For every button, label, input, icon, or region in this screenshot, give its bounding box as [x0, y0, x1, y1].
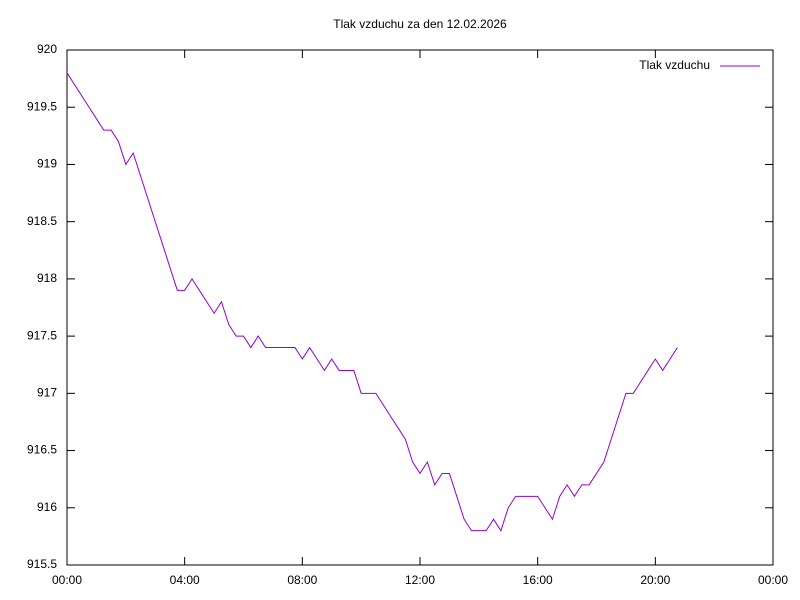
chart-title: Tlak vzduchu za den 12.02.2026: [333, 17, 507, 31]
y-tick-label: 915.5: [27, 557, 57, 571]
data-line: [66, 72, 678, 532]
x-tick-label: 04:00: [170, 573, 200, 587]
x-tick-label: 20:00: [640, 573, 670, 587]
y-tick-label: 917: [37, 386, 57, 400]
x-tick-label: 00:00: [758, 573, 788, 587]
x-tick-label: 16:00: [523, 573, 553, 587]
x-tick-label: 12:00: [405, 573, 435, 587]
y-tick-label: 919.5: [27, 99, 57, 113]
y-tick-label: 916.5: [27, 443, 57, 457]
x-tick-label: 00:00: [52, 573, 82, 587]
y-tick-label: 920: [37, 42, 57, 56]
y-tick-label: 918: [37, 271, 57, 285]
y-tick-label: 917.5: [27, 328, 57, 342]
legend-label: Tlak vzduchu: [639, 58, 710, 72]
y-tick-label: 918.5: [27, 214, 57, 228]
y-tick-label: 919: [37, 157, 57, 171]
x-tick-label: 08:00: [287, 573, 317, 587]
y-tick-label: 916: [37, 500, 57, 514]
